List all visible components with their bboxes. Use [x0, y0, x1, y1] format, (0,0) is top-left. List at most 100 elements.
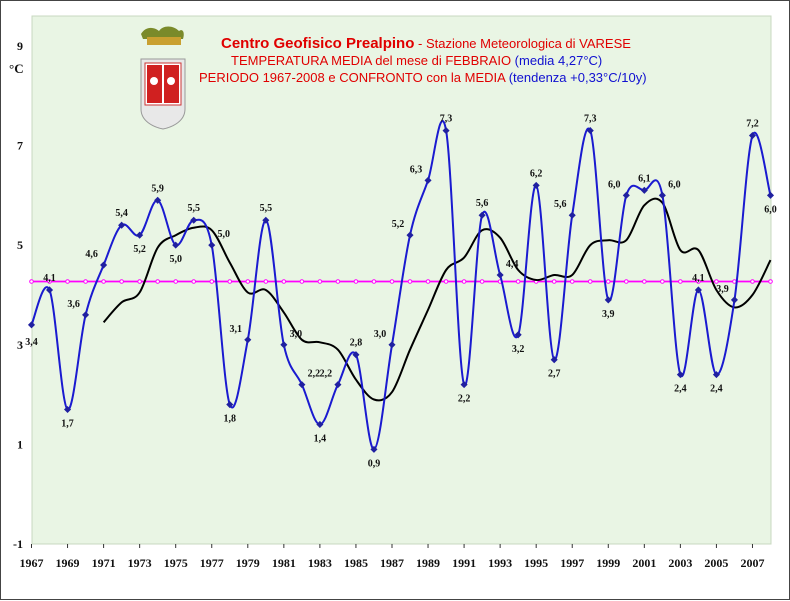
data-point — [730, 296, 738, 304]
data-point — [136, 231, 144, 239]
x-tick-label: 1979 — [236, 556, 260, 570]
x-tick-label: 2005 — [704, 556, 728, 570]
data-label: 6,0 — [608, 179, 621, 190]
x-tick-label: 1973 — [128, 556, 152, 570]
data-point — [676, 371, 684, 379]
average-point — [479, 279, 485, 284]
x-tick-label: 1969 — [56, 556, 80, 570]
average-point — [425, 279, 431, 284]
data-label: 3,9 — [602, 309, 615, 320]
data-point — [334, 381, 342, 389]
data-point — [712, 371, 720, 379]
data-point — [586, 127, 594, 135]
data-label: 4,1 — [692, 273, 705, 284]
data-point — [406, 231, 414, 239]
data-label: 7,2 — [746, 119, 759, 130]
data-point — [748, 132, 757, 140]
average-point — [173, 279, 178, 284]
data-point — [550, 356, 558, 364]
data-label: 1,4 — [314, 433, 327, 444]
average-point — [65, 279, 70, 284]
chart-title-line1: Centro Geofisico Prealpino - Stazione Me… — [221, 35, 631, 52]
average-point — [515, 279, 521, 284]
data-label: 5,6 — [554, 199, 567, 210]
average-point — [227, 279, 233, 284]
temperature-series — [27, 120, 775, 453]
average-point — [83, 279, 88, 284]
y-tick-label: 5 — [17, 238, 23, 252]
data-point — [118, 221, 126, 229]
data-label: 3,4 — [25, 337, 38, 348]
data-point — [694, 286, 702, 294]
data-point — [514, 331, 522, 339]
data-labels: 3,4 4,1 1,7 3,6 4,6 5,4 5,2 5,9 5,0 5,5 5,0 1,8 3,1 5… — [25, 114, 777, 470]
x-tick-label: 1977 — [200, 556, 224, 570]
x-tick-label: 1987 — [380, 556, 404, 570]
temperature-line — [30, 120, 772, 451]
y-tick-label: 9 — [17, 39, 23, 53]
data-label: 1,7 — [61, 419, 74, 430]
data-label: 5,6 — [476, 198, 489, 209]
data-label: 2,7 — [548, 369, 561, 380]
data-point — [568, 211, 576, 219]
data-point — [352, 351, 360, 359]
data-label: 6,0 — [764, 204, 777, 215]
data-label: 3,9 — [716, 284, 729, 295]
data-point — [388, 341, 396, 349]
x-tick-label: 2001 — [632, 556, 656, 570]
data-label: 7,3 — [440, 114, 453, 125]
data-point — [640, 186, 648, 194]
y-tick-label: 1 — [17, 437, 23, 451]
x-tick-label: 2007 — [740, 556, 764, 570]
x-tick-label: 1991 — [452, 556, 476, 570]
data-label: 5,2 — [392, 219, 405, 230]
y-tick-label: -1 — [13, 537, 23, 551]
x-tick-label: 1983 — [308, 556, 332, 570]
data-label: 5,2 — [133, 244, 146, 255]
data-point — [532, 181, 540, 189]
average-point — [119, 279, 124, 284]
data-label: 2,4 — [674, 384, 687, 395]
y-axis-label: °C — [9, 61, 24, 76]
moving-average-line — [102, 197, 772, 402]
data-label: 6,2 — [530, 168, 543, 179]
average-point — [263, 279, 269, 284]
data-point — [45, 286, 54, 294]
data-point — [622, 191, 630, 199]
x-tick-labels: 1967 1969 1971 1973 1975 1977 1979 1981 1983 1985… — [20, 544, 764, 570]
data-label: 5,9 — [151, 183, 164, 194]
average-point — [299, 279, 305, 284]
x-tick-label: 1995 — [524, 556, 548, 570]
y-tick-label: 3 — [17, 338, 23, 352]
moving-average-series — [102, 197, 772, 402]
data-label: 3,2 — [512, 344, 525, 355]
data-label: 6,0 — [668, 179, 681, 190]
data-point — [82, 311, 90, 319]
x-tick-label: 1999 — [596, 556, 620, 570]
data-point — [100, 261, 108, 269]
average-point — [660, 279, 665, 284]
data-label: 1,8 — [224, 414, 237, 425]
data-label: 2,2 — [458, 394, 471, 405]
average-point — [696, 279, 701, 284]
data-label: 4,4 — [506, 259, 519, 270]
chart-title-line2: TEMPERATURA MEDIA del mese di FEBBRAIO (… — [231, 53, 602, 68]
average-point — [624, 279, 629, 284]
data-point — [64, 405, 72, 414]
data-point — [316, 420, 324, 428]
data-label: 4,1 — [43, 273, 56, 284]
data-point — [370, 445, 378, 453]
data-label: 2,4 — [710, 384, 723, 395]
data-label: 5,0 — [217, 229, 230, 240]
average-point — [569, 279, 575, 284]
data-point — [280, 341, 288, 349]
data-label: 3,6 — [67, 299, 80, 310]
average-point — [29, 279, 34, 284]
average-point — [407, 279, 413, 284]
data-point — [298, 381, 306, 389]
average-point — [155, 279, 160, 284]
data-label: 3,0 — [290, 329, 303, 340]
data-label: 0,9 — [368, 458, 381, 469]
y-tick-label: 7 — [17, 139, 23, 153]
